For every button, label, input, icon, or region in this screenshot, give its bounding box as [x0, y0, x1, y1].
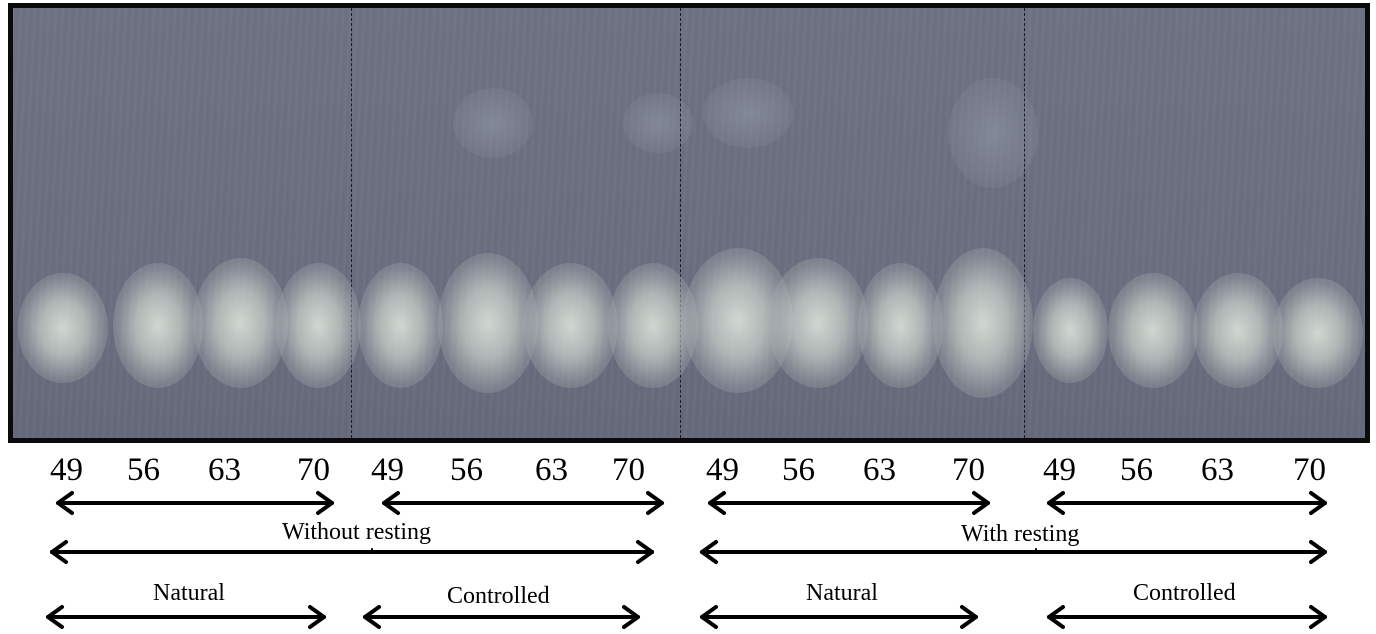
lane-label: 56 — [1120, 452, 1153, 488]
group-label-natural: Natural — [153, 580, 225, 606]
group-label-controlled: Controlled — [447, 583, 550, 609]
faint-spot — [703, 78, 793, 148]
double-arrow — [700, 605, 978, 629]
gel-spot — [933, 248, 1033, 398]
group-label-without-resting: Without resting — [282, 519, 432, 545]
gel-spot — [768, 258, 868, 388]
lane-label: 63 — [863, 452, 896, 488]
double-arrow — [1047, 605, 1327, 629]
lane-label: 70 — [612, 452, 645, 488]
group-label-controlled: Controlled — [1133, 580, 1236, 606]
double-arrow — [46, 605, 326, 629]
lane-label: 70 — [1293, 452, 1326, 488]
gel-spot — [858, 263, 943, 388]
gel-spot — [438, 253, 538, 393]
gel-spot — [113, 263, 203, 388]
lane-label: 70 — [297, 452, 330, 488]
lane-label: 63 — [208, 452, 241, 488]
double-arrow — [1047, 491, 1327, 515]
lane-label: 49 — [50, 452, 83, 488]
lane-label: 49 — [1043, 452, 1076, 488]
gel-spot — [358, 263, 443, 388]
lane-label: 63 — [1201, 452, 1234, 488]
lane-label: 49 — [706, 452, 739, 488]
lane-label: 56 — [450, 452, 483, 488]
lane-divider — [351, 8, 352, 438]
gel-spot — [523, 263, 618, 388]
lane-label: 49 — [371, 452, 404, 488]
double-arrow — [382, 491, 664, 515]
group-label-natural: Natural — [806, 580, 878, 606]
gel-spot — [276, 263, 361, 388]
faint-spot — [453, 88, 533, 158]
gel-spot — [1033, 278, 1108, 383]
gel-spot — [18, 273, 108, 383]
gel-spot — [1193, 273, 1283, 388]
lane-label: 63 — [535, 452, 568, 488]
lane-label: 70 — [952, 452, 985, 488]
lane-divider — [1024, 8, 1025, 438]
gel-spot — [193, 258, 288, 388]
gel-spot — [1273, 278, 1363, 388]
double-arrow — [56, 491, 334, 515]
gel-spot — [1108, 273, 1198, 388]
lane-divider — [680, 8, 681, 438]
faint-spot — [948, 78, 1038, 188]
lane-label: 56 — [782, 452, 815, 488]
group-label-with-resting: With resting — [961, 521, 1080, 547]
gel-image — [8, 3, 1370, 443]
faint-spot — [623, 93, 693, 153]
double-arrow — [708, 491, 990, 515]
lane-label: 56 — [127, 452, 160, 488]
